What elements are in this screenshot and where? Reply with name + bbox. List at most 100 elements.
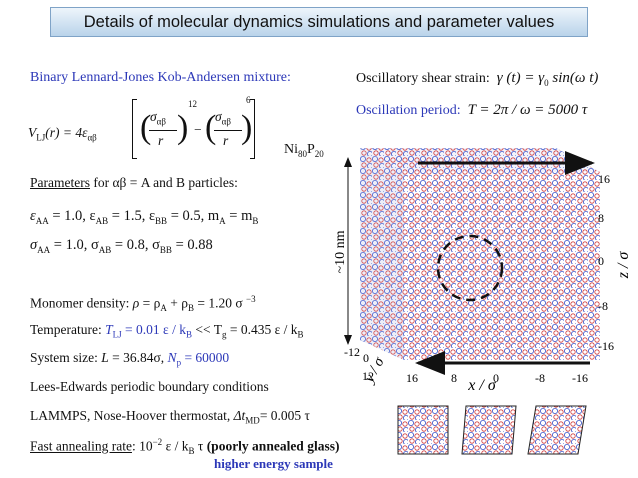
formula-part: − [194,122,202,137]
annealing-line: Fast annealing rate: 10−2 ε / kB τ (poor… [30,437,339,456]
text-part: 0 [544,77,549,88]
x-tick-label: -16 [572,371,588,385]
text-part: = 0.88 [171,237,213,253]
text-part: sin(ω t) [548,70,599,86]
x-tick-label: 0 [493,371,499,385]
cube-side [360,148,404,360]
temperature-line: Temperature: TLJ = 0.01 ε / kB << Tg = 0… [30,322,304,340]
material: Ni80P20 [284,142,324,159]
text-part: BB [159,244,172,255]
z-tick-label: -16 [598,339,614,353]
text-part: B [297,329,304,340]
text-part: = 60000 [181,350,230,365]
thumbnail [397,405,449,455]
scale-label: ~10 nm [333,230,348,273]
formula-part: (r) = 4ε [45,125,88,140]
text-part: : 10 [131,438,153,454]
lj-formula: VLJ(r) = 4εαβ ( σαβ r ) 12 − ( σαβ r ) 6 [28,95,278,165]
text-part: = 0.435 ε / k [226,322,298,337]
text-part: = 1.0, σ [50,237,99,253]
formula-part: LJ [36,132,46,143]
formula-part: αβ [156,116,166,127]
text-part: = 0.005 τ [259,408,310,423]
size-line: System size: L = 36.84σ, Np = 60000 [30,350,229,368]
thumbnails [397,405,587,455]
x-tick-label: -8 [535,371,545,385]
eps-line: εAA = 1.0, εAB = 1.5, εBB = 0.5, mA = mB [30,208,258,226]
text-part: B [188,446,195,457]
x-tick-label: 8 [451,371,457,385]
note: higher energy sample [214,456,333,471]
cube: ~10 nm z / σ x / σ y / σ [333,148,632,394]
text-part: p [176,357,182,368]
text-part: AA [35,215,49,226]
text-part: A [160,303,167,314]
text-part: Parameters [30,175,90,190]
text-part: T = 2π / ω = 5000 τ [467,102,588,118]
text-part: B [185,329,192,340]
text-part: Temperature: [30,322,106,337]
z-tick-label: -8 [598,299,608,313]
y-tick-label: 0 [363,351,369,365]
text-part: LAMMPS, Nose-Hoover thermostat, [30,408,234,423]
text-part: = 1.20 σ [193,295,246,311]
thumbnail [461,405,517,455]
text-part: AB [95,215,109,226]
text-part: ε / k [162,438,189,454]
text-part: −2 [152,437,163,447]
text-part: 80 [298,148,307,159]
boundary-line: Lees-Edwards periodic boundary condition… [30,379,269,394]
text-part: = 1.0, ε [48,208,96,224]
params-heading: Parameters for αβ = A and B particles: [30,175,238,191]
text-part: τ [194,438,207,454]
thumbnail [527,405,587,455]
text-part: A [219,215,226,226]
text-part: + ρ [166,295,188,311]
z-tick-label: 16 [598,172,610,186]
z-tick-label: 0 [598,254,604,268]
heading: Binary Lennard-Jones Kob-Andersen mixtur… [30,70,291,85]
text-part: B [187,303,194,314]
sigma-line: σAA = 1.0, σAB = 0.8, σBB = 0.88 [30,237,213,255]
text-part: MD [245,415,260,426]
text-part: L [101,350,109,365]
formula-part: αβ [221,116,231,127]
text-part: AB [98,244,112,255]
text-part: = 0.8, σ [111,237,160,253]
text-part: System size: [30,350,102,365]
x-label: x / σ [467,377,497,394]
y-tick-label: 12 [362,369,374,383]
text-part: BB [155,215,168,226]
period-line: Oscillation period: T = 2π / ω = 5000 τ [356,102,587,119]
text-part: = 1.5, ε [108,208,156,224]
text-part: ε [30,208,36,224]
shear-line: Oscillatory shear strain: γ (t) = γ0 sin… [356,70,598,88]
text-part: N [167,350,177,365]
text-part: −3 [246,294,256,304]
text-part: Oscillatory shear strain: [356,71,490,86]
formula-part: σ [215,109,222,124]
text-part: B [252,215,259,226]
text-part: Fast annealing rate [30,438,132,454]
formula-part: αβ [87,132,97,143]
z-label: z / σ [615,251,632,280]
formula-part: 6 [246,95,251,105]
text-part: Oscillation period: [356,103,461,118]
formula-part: r [158,133,164,148]
title: Details of molecular dynamics simulation… [50,7,588,37]
z-tick-label: 8 [598,211,604,225]
text-part: T [105,322,113,337]
text-part: (poorly annealed glass) [206,438,340,454]
text-part: LJ [112,329,122,340]
cube-top [360,148,600,172]
text-part: = 0.01 ε / k [121,322,186,337]
dashed-circle [436,234,504,302]
text-part: 20 [314,148,324,159]
text-part: Monomer density: [30,295,133,311]
text-part: = 0.5, m [167,208,220,224]
formula-part: 12 [188,99,197,109]
text-part: Ni [284,142,298,157]
y-tick-label: -12 [344,345,360,359]
